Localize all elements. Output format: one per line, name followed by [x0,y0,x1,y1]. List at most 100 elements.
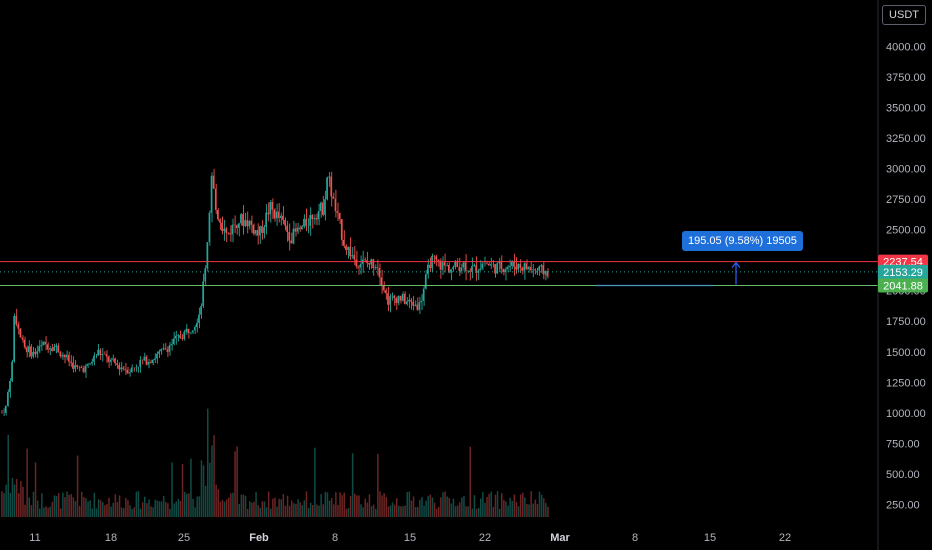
volume-bar [322,504,324,517]
volume-bar [522,492,524,517]
svg-text:2041.88: 2041.88 [883,281,923,293]
volume-bar [406,492,408,517]
volume-bar [20,481,22,517]
volume-bar [144,496,146,517]
volume-bar [165,501,167,517]
x-tick-label: 22 [479,532,491,544]
volume-bar [482,492,484,517]
volume-bar [120,507,123,517]
volume-bar [66,491,68,517]
volume-bar [425,500,427,517]
volume-bar [320,494,322,517]
volume-bar [30,505,33,517]
volume-bar [118,495,121,517]
volume-bar [246,508,249,517]
volume-bar [87,501,89,517]
volume-bar [358,495,360,517]
volume-bar [364,498,366,517]
volume-bar [91,508,93,517]
volume-bar [513,494,516,517]
volume-bar [291,500,293,517]
volume-bar [221,499,224,517]
volume-bar [274,497,276,517]
volume-bar [177,498,180,517]
volume-bar [137,491,140,517]
volume-bar [93,492,96,517]
volume-bar [204,485,207,517]
currency-selector[interactable]: USDT [882,5,926,25]
y-tick-label: 1750.00 [886,316,926,328]
volume-bar [150,506,152,517]
volume-bar [339,492,341,517]
volume-bar [60,508,62,517]
volume-bar [116,502,119,517]
volume-bar [307,507,310,517]
volume-bar [465,506,467,517]
x-tick-label: 8 [632,532,638,544]
volume-bar [251,502,253,517]
volume-bar [387,506,390,517]
volume-bar [429,494,432,517]
volume-bar [366,502,369,517]
volume-bar [400,506,402,517]
volume-bar [213,435,215,517]
volume-bar [530,491,532,517]
volume-bar [435,508,438,517]
volume-bar [186,493,188,517]
volume-bar [490,491,492,517]
volume-bar [528,504,530,517]
volume-bar [188,493,190,517]
volume-bar [85,498,87,517]
volume-bar [431,497,434,517]
volume-bar [333,504,335,517]
volume-bar [106,504,108,517]
volume-bar [494,494,497,517]
volume-bar [337,504,339,517]
volume-bar [305,491,308,517]
measure-annotation-label: 195.05 (9.58%) 19505 [682,231,803,251]
volume-bar [146,503,148,517]
volume-bar [414,507,417,517]
volume-bar [194,507,196,517]
time-axis[interactable]: 11 18 25 Feb 8 15 22 Mar 8 15 22 [29,532,791,544]
volume-bar [450,503,453,517]
volume-bar [341,495,343,517]
volume-bar [318,505,320,517]
volume-bar [114,494,117,517]
volume-bar [162,495,165,517]
volume-bar [312,504,314,517]
volume-bar [356,495,358,517]
volume-bar [167,503,169,517]
volume-bar [383,493,385,517]
measure-tool[interactable] [595,261,741,287]
volume-bar [328,500,331,517]
volume-bar [196,496,198,517]
volume-bar [349,496,352,517]
volume-bar [13,484,16,517]
x-tick-label: 25 [178,532,190,544]
volume-bar [391,502,394,517]
y-tick-label: 2500.00 [886,225,926,237]
x-tick-label: 11 [29,532,40,544]
volume-bar [276,506,278,517]
volume-bar [127,500,129,517]
volume-bar [99,500,102,517]
volume-bar [72,497,75,517]
volume-bar [244,495,247,517]
y-tick-label: 3500.00 [886,102,926,114]
volume-bar [404,505,406,517]
volume-bar [362,507,364,517]
volume-bar [51,501,54,517]
volume-bar [280,499,282,517]
volume-bar [446,496,448,517]
volume-bar [267,491,270,517]
volume-bar [452,498,455,517]
volume-bar [211,445,213,517]
volume-bar [110,506,112,517]
horizontal-levels[interactable] [0,261,878,287]
volume-bar [389,505,392,517]
y-tick-label: 1500.00 [886,347,926,359]
volume-bar [200,460,203,517]
